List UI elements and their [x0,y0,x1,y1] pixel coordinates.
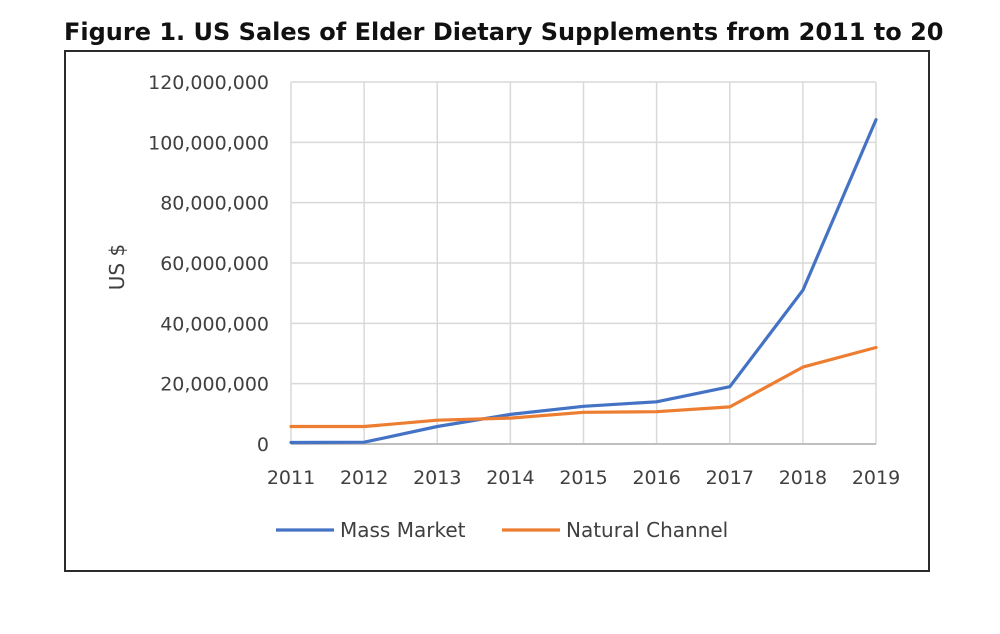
y-axis-title: US $ [105,244,129,290]
x-tick-label: 2019 [852,467,900,489]
y-tick-label: 40,000,000 [160,313,269,335]
figure-title: Figure 1. US Sales of Elder Dietary Supp… [64,18,944,46]
line-chart: 0 20,000,000 40,000,000 60,000,000 80,000,00… [105,72,900,542]
x-tick-label: 2011 [267,467,315,489]
x-tick-label: 2013 [413,467,461,489]
y-tick-label: 100,000,000 [148,132,269,154]
y-tick-label: 0 [257,434,269,456]
chart-frame: 0 20,000,000 40,000,000 60,000,000 80,000,00… [64,50,930,572]
x-tick-label: 2014 [486,467,534,489]
x-tick-label: 2018 [779,467,827,489]
y-tick-label: 20,000,000 [160,374,269,396]
series-line-natural-channel [289,345,878,429]
y-tick-label: 120,000,000 [148,72,269,94]
x-tick-label: 2016 [632,467,680,489]
x-tick-label: 2015 [559,467,607,489]
y-tick-label: 60,000,000 [160,253,269,275]
y-tick-label: 80,000,000 [160,193,269,215]
x-tick-label: 2012 [340,467,388,489]
legend-label: Mass Market [340,518,466,542]
x-tick-label: 2017 [706,467,754,489]
legend-label: Natural Channel [566,518,728,542]
